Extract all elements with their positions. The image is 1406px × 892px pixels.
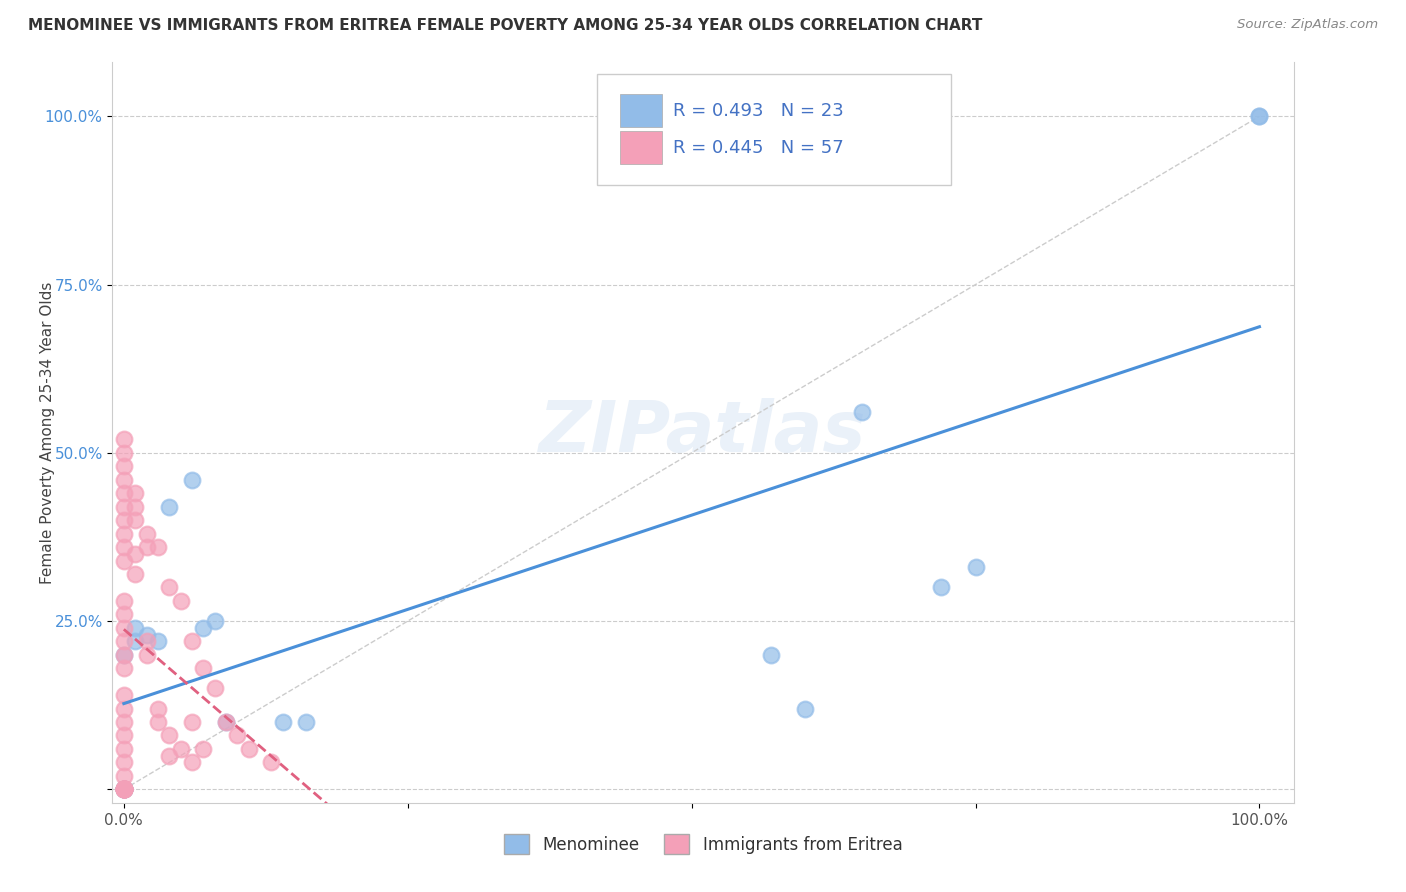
Point [759, 648, 782, 662]
Point [112, 701, 135, 715]
Point [124, 513, 146, 527]
Point [112, 782, 135, 797]
Point [135, 627, 157, 641]
Point [112, 607, 135, 622]
Point [124, 566, 146, 581]
Point [112, 648, 135, 662]
Point [238, 742, 260, 756]
Point [794, 701, 817, 715]
Point [146, 714, 169, 729]
Text: R = 0.445   N = 57: R = 0.445 N = 57 [673, 138, 844, 157]
Point [112, 782, 135, 797]
Point [169, 594, 191, 608]
Point [226, 729, 249, 743]
Point [124, 621, 146, 635]
Text: ZIPatlas: ZIPatlas [540, 398, 866, 467]
Text: Source: ZipAtlas.com: Source: ZipAtlas.com [1237, 18, 1378, 31]
Point [112, 621, 135, 635]
Point [181, 634, 204, 648]
Point [112, 782, 135, 797]
Point [112, 688, 135, 702]
Text: R = 0.493   N = 23: R = 0.493 N = 23 [673, 102, 844, 120]
Point [193, 661, 215, 675]
Point [931, 581, 953, 595]
FancyBboxPatch shape [620, 131, 662, 164]
FancyBboxPatch shape [620, 94, 662, 128]
Point [124, 486, 146, 500]
Text: MENOMINEE VS IMMIGRANTS FROM ERITREA FEMALE POVERTY AMONG 25-34 YEAR OLDS CORREL: MENOMINEE VS IMMIGRANTS FROM ERITREA FEM… [28, 18, 983, 33]
Point [193, 621, 215, 635]
Point [204, 681, 226, 696]
Point [112, 661, 135, 675]
Point [181, 714, 204, 729]
Point [112, 782, 135, 797]
Point [135, 634, 157, 648]
Point [204, 614, 226, 628]
Point [112, 782, 135, 797]
Point [215, 714, 238, 729]
Point [112, 433, 135, 447]
Point [112, 446, 135, 460]
Point [112, 782, 135, 797]
Point [112, 714, 135, 729]
Point [135, 540, 157, 554]
Point [193, 742, 215, 756]
Point [124, 500, 146, 514]
Point [215, 714, 238, 729]
Point [112, 526, 135, 541]
Point [112, 473, 135, 487]
Text: Female Poverty Among 25-34 Year Olds: Female Poverty Among 25-34 Year Olds [39, 282, 55, 583]
Point [1249, 109, 1271, 123]
Point [112, 486, 135, 500]
Point [112, 648, 135, 662]
Point [294, 714, 316, 729]
Point [124, 634, 146, 648]
Point [157, 729, 180, 743]
Point [157, 500, 180, 514]
Point [112, 553, 135, 567]
Point [146, 701, 169, 715]
Point [112, 769, 135, 783]
Point [112, 782, 135, 797]
Point [112, 782, 135, 797]
Point [181, 756, 204, 770]
Point [271, 714, 294, 729]
Point [1249, 109, 1271, 123]
Legend: Menominee, Immigrants from Eritrea: Menominee, Immigrants from Eritrea [498, 828, 908, 861]
Point [112, 782, 135, 797]
Point [112, 782, 135, 797]
Point [124, 547, 146, 561]
Point [112, 513, 135, 527]
Point [169, 742, 191, 756]
Point [135, 648, 157, 662]
Point [135, 526, 157, 541]
Point [851, 405, 873, 419]
Point [260, 756, 283, 770]
Point [112, 729, 135, 743]
Point [112, 742, 135, 756]
Point [112, 782, 135, 797]
Point [157, 581, 180, 595]
Point [112, 500, 135, 514]
Point [112, 540, 135, 554]
Point [181, 473, 204, 487]
Point [965, 560, 987, 574]
Point [146, 634, 169, 648]
Point [112, 634, 135, 648]
Point [157, 748, 180, 763]
Point [112, 594, 135, 608]
Point [146, 540, 169, 554]
Point [112, 459, 135, 474]
Point [112, 756, 135, 770]
FancyBboxPatch shape [596, 73, 950, 185]
